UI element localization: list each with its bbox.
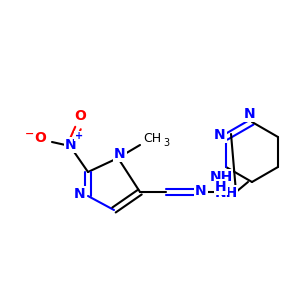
- Text: N: N: [74, 187, 86, 201]
- Text: H: H: [215, 180, 227, 194]
- Text: O: O: [74, 109, 86, 123]
- Text: N: N: [214, 128, 226, 142]
- Text: +: +: [75, 131, 83, 141]
- Text: O: O: [34, 131, 46, 145]
- Text: −: −: [25, 129, 35, 139]
- Text: N: N: [244, 107, 256, 121]
- Text: NH: NH: [214, 186, 238, 200]
- Text: CH: CH: [143, 131, 161, 145]
- Text: N: N: [65, 138, 77, 152]
- Text: N: N: [195, 184, 207, 198]
- Text: N: N: [114, 147, 126, 161]
- Text: 3: 3: [163, 138, 169, 148]
- Text: NH: NH: [209, 170, 232, 184]
